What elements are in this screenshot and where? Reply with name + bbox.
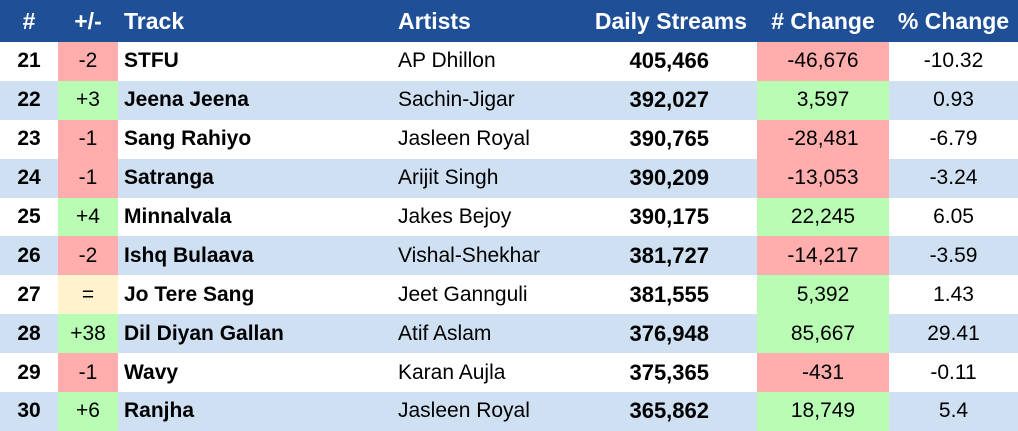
- rank-cell: 30: [17, 399, 41, 423]
- table-row: 23 -1 Sang Rahiyo Jasleen Royal 390,765 …: [0, 119, 1018, 159]
- daily-streams-cell: 390,765: [629, 126, 709, 152]
- header-row: # +/- Track Artists Daily Streams # Chan…: [0, 0, 1018, 42]
- position-change-cell: -1: [58, 158, 118, 198]
- percent-change-cell: -3.59: [929, 243, 978, 267]
- percent-change-cell: -10.32: [923, 49, 984, 73]
- percent-change-cell: 5.4: [938, 399, 969, 423]
- position-change-cell: +3: [58, 80, 118, 120]
- header-rank: #: [22, 7, 36, 34]
- header-track: Track: [124, 7, 185, 34]
- artist-cell: Jakes Bejoy: [398, 205, 512, 228]
- daily-streams-cell: 390,175: [629, 204, 709, 229]
- position-change-cell: -2: [58, 42, 118, 81]
- rank-cell: 22: [17, 88, 41, 112]
- daily-streams-cell: 392,027: [629, 87, 709, 113]
- track-cell: Dil Diyan Gallan: [124, 321, 284, 345]
- percent-change-cell: -6.79: [929, 127, 978, 151]
- number-change-cell: -14,217: [757, 236, 889, 276]
- track-cell: Satranga: [124, 166, 214, 190]
- percent-change-cell: 6.05: [933, 205, 974, 228]
- daily-streams-cell: 381,555: [629, 281, 709, 307]
- percent-change-cell: 29.41: [927, 321, 980, 345]
- table-row: 28 +38 Dil Diyan Gallan Atif Aslam 376,9…: [0, 314, 1018, 354]
- track-cell: Wavy: [124, 360, 179, 384]
- percent-change-cell: -3.24: [929, 166, 978, 190]
- table-row: 30 +6 Ranjha Jasleen Royal 365,862 18,74…: [0, 392, 1018, 431]
- rank-cell: 23: [17, 127, 41, 151]
- number-change-cell: -46,676: [757, 42, 889, 81]
- table-row: 29 -1 Wavy Karan Aujla 375,365 -431 -0.1…: [0, 353, 1018, 393]
- table-row: 21 -2 STFU AP Dhillon 405,466 -46,676 -1…: [0, 42, 1018, 81]
- track-cell: Minnalvala: [124, 205, 232, 228]
- track-cell: STFU: [124, 49, 179, 73]
- daily-streams-cell: 390,209: [629, 165, 709, 191]
- number-change-cell: -28,481: [757, 119, 889, 159]
- rank-cell: 21: [17, 49, 41, 73]
- table-header: # +/- Track Artists Daily Streams # Chan…: [0, 0, 1018, 42]
- header-percent-change: % Change: [897, 7, 1010, 34]
- table-row: 27 = Jo Tere Sang Jeet Gannguli 381,555 …: [0, 275, 1018, 315]
- daily-streams-cell: 365,862: [629, 398, 709, 424]
- position-change-cell: -2: [58, 236, 118, 276]
- number-change-cell: -431: [757, 353, 889, 393]
- header-artists: Artists: [398, 7, 471, 34]
- table-row: 25 +4 Minnalvala Jakes Bejoy 390,175 22,…: [0, 197, 1018, 237]
- percent-change-cell: 1.43: [933, 282, 974, 306]
- track-cell: Jo Tere Sang: [124, 282, 255, 306]
- position-change-cell: =: [58, 275, 118, 315]
- percent-change-cell: 0.93: [933, 88, 974, 112]
- position-change-cell: +38: [58, 314, 118, 354]
- table-row: 24 -1 Satranga Arijit Singh 390,209 -13,…: [0, 158, 1018, 198]
- artist-cell: AP Dhillon: [398, 49, 496, 73]
- artist-cell: Jeet Gannguli: [398, 282, 528, 306]
- table-body: 21 -2 STFU AP Dhillon 405,466 -46,676 -1…: [0, 42, 1018, 431]
- rank-cell: 26: [17, 243, 41, 267]
- daily-streams-cell: 376,948: [629, 320, 709, 346]
- artist-cell: Vishal-Shekhar: [398, 243, 541, 267]
- artist-cell: Karan Aujla: [398, 360, 506, 384]
- position-change-cell: +4: [58, 197, 118, 237]
- rank-cell: 27: [17, 282, 41, 306]
- rank-cell: 29: [17, 360, 41, 384]
- artist-cell: Arijit Singh: [398, 166, 499, 190]
- header-position-change: +/-: [74, 7, 102, 34]
- track-cell: Ranjha: [124, 399, 195, 423]
- track-cell: Ishq Bulaava: [124, 243, 254, 267]
- position-change-cell: -1: [58, 353, 118, 393]
- artist-cell: Sachin-Jigar: [398, 88, 515, 112]
- number-change-cell: -13,053: [757, 158, 889, 198]
- artist-cell: Atif Aslam: [398, 321, 492, 345]
- position-change-cell: -1: [58, 119, 118, 159]
- rank-cell: 24: [17, 166, 41, 190]
- header-daily-streams: Daily Streams: [594, 7, 747, 34]
- table-row: 26 -2 Ishq Bulaava Vishal-Shekhar 381,72…: [0, 236, 1018, 276]
- position-change-cell: +6: [58, 392, 118, 431]
- table-row: 22 +3 Jeena Jeena Sachin-Jigar 392,027 3…: [0, 80, 1018, 120]
- artist-cell: Jasleen Royal: [398, 127, 530, 151]
- daily-streams-cell: 375,365: [629, 359, 709, 385]
- daily-streams-cell: 405,466: [629, 48, 709, 74]
- header-number-change: # Change: [771, 7, 875, 34]
- track-cell: Sang Rahiyo: [124, 127, 252, 151]
- artist-cell: Jasleen Royal: [398, 399, 530, 423]
- rank-cell: 25: [17, 205, 41, 228]
- number-change-cell: 18,749: [757, 392, 889, 431]
- number-change-cell: 85,667: [757, 314, 889, 354]
- number-change-cell: 5,392: [757, 275, 889, 315]
- number-change-cell: 3,597: [757, 80, 889, 120]
- percent-change-cell: -0.11: [930, 360, 977, 384]
- daily-streams-cell: 381,727: [629, 242, 709, 268]
- track-cell: Jeena Jeena: [124, 88, 249, 112]
- number-change-cell: 22,245: [757, 197, 889, 237]
- rank-cell: 28: [17, 321, 41, 345]
